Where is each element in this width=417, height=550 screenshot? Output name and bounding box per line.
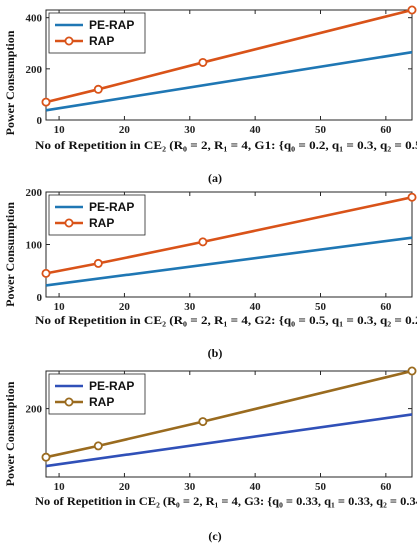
- series-line-rap: [45, 369, 413, 459]
- x-tick-label: 20: [119, 124, 131, 136]
- x-axis-label: No of Repetition in CE₂ (R₀ = 2, R₁ = 4,…: [35, 140, 417, 152]
- y-axis-label: Power Consumption: [3, 202, 17, 307]
- legend-marker: [64, 36, 74, 46]
- y-tick-label: 100: [26, 240, 43, 252]
- series-line-pe-rap: [45, 236, 413, 287]
- x-tick-label: 60: [380, 481, 392, 493]
- plot-area: [45, 370, 413, 478]
- x-tick-label: 50: [315, 481, 327, 493]
- x-tick-label: 30: [184, 124, 196, 136]
- plot-area: [45, 9, 413, 121]
- x-tick-label: 20: [119, 301, 131, 313]
- x-tick-label: 40: [250, 301, 262, 313]
- legend-entry: RAP: [89, 216, 114, 230]
- y-axis-label: Power Consumption: [3, 30, 17, 135]
- data-point: [41, 452, 51, 462]
- subplot-label: (b): [208, 346, 223, 360]
- data-point: [93, 258, 103, 268]
- chart-panel-3: 10 20 30 40 50 60 200 PE-RAP RAP Power Consumptio…: [3, 366, 417, 543]
- x-axis-label: No of Repetition in CE₂ (R₀ = 2, R₁ = 4,…: [35, 496, 417, 508]
- data-point: [407, 192, 417, 202]
- series-line-rap: [45, 195, 413, 275]
- legend: [48, 373, 146, 415]
- y-tick-label: 200: [26, 404, 43, 416]
- legend-entry: RAP: [89, 395, 114, 409]
- x-tick-label: 60: [380, 301, 392, 313]
- y-tick-label: 200: [26, 187, 43, 199]
- y-tick-label: 0: [37, 292, 43, 304]
- x-tick-label: 20: [119, 481, 131, 493]
- series-line-pe-rap: [45, 50, 413, 112]
- y-axis-label: Power Consumption: [3, 381, 17, 486]
- x-axis-label: No of Repetition in CE₂ (R₀ = 2, R₁ = 4,…: [35, 315, 417, 327]
- data-point: [198, 237, 208, 247]
- legend-entry: PE-RAP: [89, 18, 134, 32]
- x-tick-label: 40: [250, 124, 262, 136]
- legend-entry: PE-RAP: [89, 200, 134, 214]
- series-line-rap: [45, 8, 413, 104]
- legend-entry: PE-RAP: [89, 379, 134, 393]
- data-point: [93, 441, 103, 451]
- y-tick-label: 200: [26, 64, 43, 76]
- legend-marker: [64, 218, 74, 228]
- data-point: [198, 417, 208, 427]
- data-point: [93, 84, 103, 94]
- x-tick-label: 40: [250, 481, 262, 493]
- x-tick-label: 10: [54, 481, 66, 493]
- legend-marker: [64, 397, 74, 407]
- data-point: [198, 57, 208, 67]
- legend: [48, 194, 146, 236]
- data-point: [41, 97, 51, 107]
- y-tick-label: 0: [37, 115, 43, 127]
- x-tick-label: 30: [184, 481, 196, 493]
- series-line-pe-rap: [45, 413, 413, 468]
- data-point: [407, 366, 417, 376]
- x-tick-label: 50: [315, 301, 327, 313]
- data-point: [41, 268, 51, 278]
- x-tick-label: 30: [184, 301, 196, 313]
- data-point: [407, 5, 417, 15]
- x-tick-label: 10: [54, 124, 66, 136]
- x-tick-label: 60: [380, 124, 392, 136]
- legend: [48, 12, 146, 54]
- x-tick-label: 50: [315, 124, 327, 136]
- y-tick-label: 400: [26, 13, 43, 25]
- x-tick-label: 10: [54, 301, 66, 313]
- subplot-label: (c): [208, 529, 221, 543]
- chart-panel-2: 10 20 30 40 50 60 0 100 200 PE-RAP RAP Power Consum…: [3, 187, 417, 360]
- legend-entry: RAP: [89, 34, 114, 48]
- chart-panel-1: 10 20 30 40 50 60 0 200 400 PE-RAP RAP Power Consum…: [3, 5, 417, 185]
- subplot-label: (a): [208, 171, 222, 185]
